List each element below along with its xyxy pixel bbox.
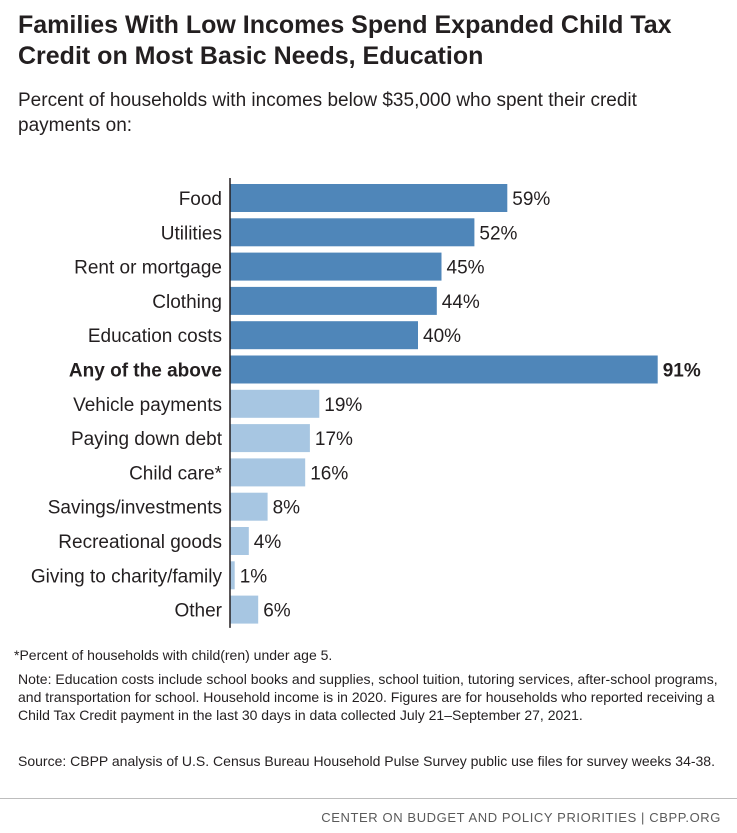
bar: [230, 321, 418, 350]
value-label: 4%: [254, 532, 282, 553]
bar: [230, 218, 475, 247]
chart-title: Families With Low Incomes Spend Expanded…: [18, 11, 672, 70]
category-label: Clothing: [152, 292, 222, 313]
bar: [230, 355, 658, 384]
value-label: 1%: [240, 566, 268, 587]
value-label: 6%: [263, 601, 291, 622]
value-label: 91%: [663, 361, 701, 382]
bar: [230, 527, 249, 555]
category-label: Paying down debt: [71, 429, 223, 450]
category-label: Utilities: [161, 223, 222, 244]
category-label: Food: [179, 189, 222, 210]
bar: [230, 252, 442, 281]
bar: [230, 458, 306, 487]
value-label: 52%: [479, 223, 517, 244]
value-label: 19%: [324, 395, 362, 416]
value-label: 59%: [512, 189, 550, 210]
bar: [230, 389, 320, 418]
category-label: Other: [174, 601, 222, 622]
value-label: 44%: [442, 292, 480, 313]
value-label: 40%: [423, 326, 461, 347]
value-label: 16%: [310, 463, 348, 484]
value-label: 8%: [273, 498, 301, 519]
category-label: Child care*: [129, 463, 223, 484]
category-label: Giving to charity/family: [31, 566, 223, 587]
value-label: 17%: [315, 429, 353, 450]
category-label: Any of the above: [69, 361, 222, 382]
bar: [230, 424, 310, 453]
category-label: Education costs: [88, 326, 222, 347]
bar-chart: Food 59% Utilities 52% Rent or mortgage 45% Cl…: [0, 178, 737, 638]
bar-chart-svg: Food 59% Utilities 52% Rent or mortgage 45% Cl…: [31, 178, 701, 628]
bar: [230, 184, 508, 212]
chart-subtitle: Percent of households with incomes below…: [18, 90, 637, 136]
bar: [230, 595, 259, 624]
category-label: Rent or mortgage: [74, 258, 222, 279]
bar: [230, 286, 437, 315]
category-label: Savings/investments: [48, 498, 222, 519]
footer-divider: [0, 798, 737, 799]
chart-source: Source: CBPP analysis of U.S. Census Bur…: [18, 753, 715, 769]
value-label: 45%: [447, 258, 485, 279]
bar: [230, 561, 235, 590]
category-label: Recreational goods: [58, 532, 222, 553]
footer-credit: CENTER ON BUDGET AND POLICY PRIORITIES |…: [321, 810, 721, 825]
bar: [230, 492, 268, 521]
footnote: *Percent of households with child(ren) u…: [14, 647, 333, 663]
category-label: Vehicle payments: [73, 395, 222, 416]
chart-note: Note: Education costs include school boo…: [18, 671, 718, 723]
